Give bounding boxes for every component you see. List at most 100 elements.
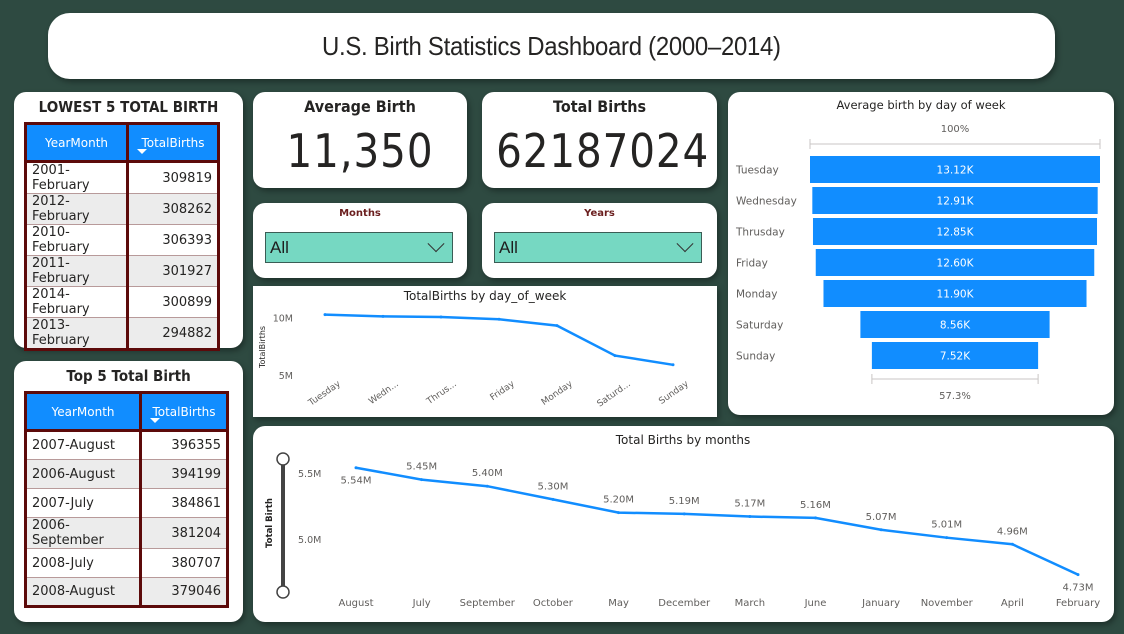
table-row[interactable]: 2013-February 294882 <box>24 317 220 351</box>
data-point[interactable] <box>879 528 883 532</box>
cell-yearmonth: 2001-February <box>24 160 129 194</box>
data-point[interactable] <box>813 516 817 520</box>
cell-yearmonth: 2007-August <box>24 429 142 460</box>
kpi-label: Total Births <box>552 97 647 116</box>
x-tick-label: Thrus... <box>424 379 458 407</box>
column-header-yearmonth[interactable]: YearMonth <box>24 391 142 432</box>
data-point[interactable] <box>617 511 621 515</box>
cell-yearmonth: 2013-February <box>24 317 129 351</box>
cell-totalbirths: 384861 <box>139 488 229 518</box>
table-row[interactable]: 2012-February 308262 <box>24 193 220 225</box>
table-row[interactable]: 2008-August 379046 <box>24 577 229 608</box>
category-label: Tuesday <box>735 165 779 177</box>
table-row[interactable]: 2011-February 301927 <box>24 255 220 287</box>
data-point[interactable] <box>354 466 358 470</box>
x-tick-label: June <box>804 598 827 609</box>
category-label: Wednesday <box>736 196 797 208</box>
series-line[interactable] <box>355 466 1079 576</box>
dropdown-value: All <box>499 237 518 257</box>
data-point[interactable] <box>748 515 752 519</box>
years-dropdown[interactable]: All <box>494 232 702 263</box>
slicer-label: Years <box>584 208 615 219</box>
data-point[interactable] <box>682 512 686 516</box>
chart-title: TotalBirths by day_of_week <box>403 289 567 303</box>
chevron-down-icon <box>676 234 694 252</box>
funnel-bar[interactable] <box>812 218 1098 245</box>
data-label: 13.12K <box>937 165 975 177</box>
table-row[interactable]: 2006-September 381204 <box>24 517 229 549</box>
data-label: 7.52K <box>940 351 971 363</box>
chevron-down-icon <box>427 234 445 252</box>
top-table-title: Top 5 Total Birth <box>66 367 191 385</box>
funnel-bar[interactable] <box>860 311 1050 338</box>
x-tick-label: Monday <box>540 379 575 408</box>
funnel-bar[interactable] <box>871 342 1039 369</box>
series-line[interactable] <box>324 313 674 367</box>
data-label: 8.56K <box>940 320 971 332</box>
column-header-yearmonth[interactable]: YearMonth <box>24 122 129 163</box>
table-row[interactable]: 2007-July 384861 <box>24 488 229 518</box>
funnel-bar[interactable] <box>812 187 1098 214</box>
months-dropdown[interactable]: All <box>265 232 453 263</box>
data-point[interactable] <box>497 317 501 321</box>
data-label: 5.45M <box>406 462 437 473</box>
table-row[interactable]: 2014-February 300899 <box>24 286 220 318</box>
x-tick-label: Saturd... <box>596 379 633 409</box>
lowest-5-table-card: LOWEST 5 TOTAL BIRTH YearMonth TotalBirt… <box>14 92 243 351</box>
lowest-5-table: YearMonth TotalBirths 2001-February 30981… <box>24 122 220 351</box>
y-axis-label: TotalBirths <box>258 326 267 369</box>
cell-totalbirths: 301927 <box>126 255 220 287</box>
table-row[interactable]: 2010-February 306393 <box>24 224 220 256</box>
cell-totalbirths: 300899 <box>126 286 220 318</box>
zoom-slider-bottom-handle[interactable] <box>276 585 290 599</box>
total-births-by-months-chart: Total Births by months Total Birth 5.5M 5… <box>253 426 1114 622</box>
data-label: 11.90K <box>937 289 975 301</box>
category-label: Thrusday <box>735 227 785 239</box>
top-5-table-card: Top 5 Total Birth YearMonth TotalBirths … <box>14 361 243 622</box>
funnel-bar[interactable] <box>810 156 1100 183</box>
y-tick-label: 10M <box>273 314 293 325</box>
data-label: 5.17M <box>734 499 765 510</box>
data-label: 12.85K <box>937 227 975 239</box>
data-point[interactable] <box>551 497 555 501</box>
column-header-totalbirths[interactable]: TotalBirths <box>126 122 220 163</box>
x-tick-label: April <box>1001 598 1024 609</box>
data-label: 4.73M <box>1063 583 1094 594</box>
data-point[interactable] <box>555 324 559 328</box>
data-point[interactable] <box>420 478 424 482</box>
data-point[interactable] <box>485 484 489 488</box>
average-birth-funnel-chart: Average birth by day of week 100% Tuesda… <box>728 92 1114 415</box>
column-header-totalbirths[interactable]: TotalBirths <box>139 391 229 432</box>
cell-totalbirths: 294882 <box>126 317 220 351</box>
zoom-slider-top-handle[interactable] <box>276 452 290 466</box>
data-point[interactable] <box>945 536 949 540</box>
line-chart-svg: TotalBirths by day_of_week TotalBirths 1… <box>258 289 691 409</box>
table-row[interactable]: 2001-February 309819 <box>24 160 220 194</box>
table-row[interactable]: 2007-August 396355 <box>24 429 229 460</box>
data-point[interactable] <box>1076 573 1080 577</box>
data-label: 12.91K <box>937 196 975 208</box>
data-point[interactable] <box>381 314 385 318</box>
chart-title: Average birth by day of week <box>836 98 1005 112</box>
zoom-slider[interactable] <box>276 452 290 599</box>
x-tick-label: January <box>861 598 900 609</box>
x-tick-label: May <box>608 598 629 609</box>
table-row[interactable]: 2006-August 394199 <box>24 459 229 489</box>
kpi-value: 62187024 <box>496 124 710 178</box>
data-point[interactable] <box>613 354 617 358</box>
table-row[interactable]: 2008-July 380707 <box>24 548 229 578</box>
cell-yearmonth: 2014-February <box>24 286 129 318</box>
total-births-card: Total Births 62187024 <box>482 92 717 188</box>
data-point[interactable] <box>323 313 327 317</box>
data-label: 5.30M <box>537 481 568 492</box>
data-point[interactable] <box>1010 542 1014 546</box>
funnel-bar[interactable] <box>815 249 1095 276</box>
data-point[interactable] <box>671 363 675 367</box>
cell-yearmonth: 2007-July <box>24 488 142 518</box>
category-label: Friday <box>736 258 768 270</box>
x-tick-label: Friday <box>489 379 518 403</box>
funnel-bar[interactable] <box>823 280 1087 307</box>
slicer-label: Months <box>339 208 381 219</box>
top-percent-label: 100% <box>941 124 970 135</box>
data-point[interactable] <box>439 315 443 319</box>
